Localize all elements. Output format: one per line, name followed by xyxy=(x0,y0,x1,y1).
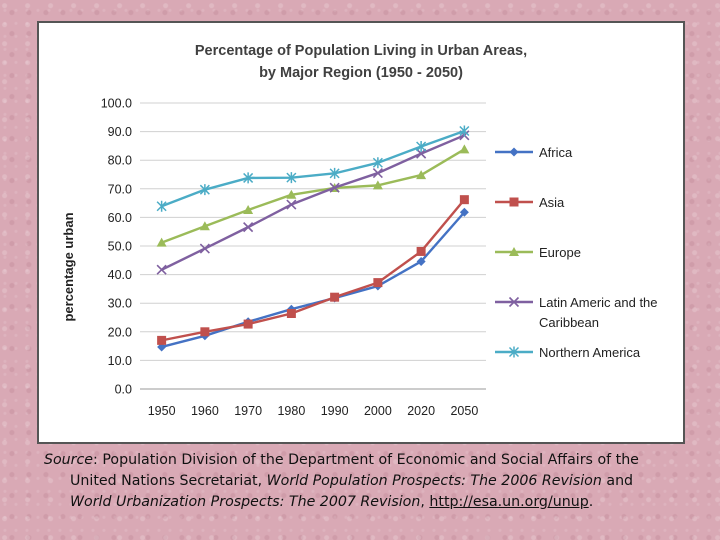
legend-entry-africa: Africa xyxy=(495,145,573,160)
legend-marker-asia xyxy=(509,197,519,207)
data-point-europe-1980 xyxy=(286,189,297,199)
data-point-asia-2000 xyxy=(373,278,383,288)
data-point-africa-2050 xyxy=(459,207,469,217)
y-tick-label-70.0: 70.0 xyxy=(108,182,132,196)
data-point-latin-americ-and-the-caribbean-1960 xyxy=(199,243,210,254)
legend-marker-europe xyxy=(509,247,519,256)
data-point-northern-america-2050 xyxy=(459,125,470,137)
y-axis-label: percentage urban xyxy=(61,212,76,321)
data-point-europe-2020 xyxy=(416,170,427,180)
data-point-northern-america-1970 xyxy=(243,172,254,184)
series-line-africa xyxy=(161,211,466,349)
data-point-asia-1980 xyxy=(286,308,296,318)
data-point-asia-1950 xyxy=(157,335,167,345)
data-point-europe-2000 xyxy=(372,180,383,190)
y-tick-label-10.0: 10.0 xyxy=(108,354,132,368)
source-label: Source xyxy=(44,452,94,468)
caption-line2-text-a: United Nations Secretariat, xyxy=(70,473,267,489)
x-tick-label-2000: 2000 xyxy=(364,404,392,418)
source-link[interactable]: http://esa.un.org/unup xyxy=(429,494,589,510)
data-point-latin-americ-and-the-caribbean-1970 xyxy=(243,222,254,233)
legend-entry-asia: Asia xyxy=(495,195,565,210)
data-point-asia-2050 xyxy=(459,195,469,205)
y-tick-label-0.0: 0.0 xyxy=(115,383,132,397)
data-point-latin-americ-and-the-caribbean-1990 xyxy=(329,182,340,193)
chart-title-line2: by Major Region (1950 - 2050) xyxy=(259,65,463,81)
x-tick-label-2020: 2020 xyxy=(407,404,435,418)
line-chart: Percentage of Population Living in Urban… xyxy=(61,43,658,418)
data-point-asia-1970 xyxy=(243,319,253,329)
legend-marker-latin-americ-and-the-caribbean xyxy=(508,296,520,308)
caption-line1: Source: Population Division of the Depar… xyxy=(44,452,639,468)
x-tick-label-1950: 1950 xyxy=(148,404,176,418)
series-northern-america xyxy=(156,125,470,212)
data-point-europe-1950 xyxy=(156,237,167,247)
data-point-northern-america-1980 xyxy=(286,172,297,184)
caption-line3-title: World Urbanization Prospects: The 2007 R… xyxy=(70,494,421,510)
data-point-northern-america-1950 xyxy=(156,200,167,212)
series-asia xyxy=(157,195,469,345)
caption-line1-text: : Population Division of the Department … xyxy=(93,452,639,468)
y-tick-label-60.0: 60.0 xyxy=(108,211,132,225)
legend-entry-latin-americ-and-the-caribbean: Latin Americ and the Caribbean xyxy=(495,295,658,330)
y-tick-label-80.0: 80.0 xyxy=(108,154,132,168)
x-tick-label-1980: 1980 xyxy=(277,404,305,418)
data-point-asia-1990 xyxy=(330,292,340,302)
data-point-europe-1960 xyxy=(199,221,210,231)
y-tick-label-40.0: 40.0 xyxy=(108,268,132,282)
data-point-northern-america-2000 xyxy=(372,157,383,169)
chart-frame: Percentage of Population Living in Urban… xyxy=(37,21,685,444)
legend-marker-africa xyxy=(509,147,519,157)
y-tick-label-50.0: 50.0 xyxy=(108,240,132,254)
legend-label-europe: Europe xyxy=(539,245,581,260)
data-point-northern-america-1990 xyxy=(329,167,340,179)
caption-line2: United Nations Secretariat, World Popula… xyxy=(44,471,674,492)
data-point-asia-1960 xyxy=(200,327,210,337)
legend-label-asia: Asia xyxy=(539,195,565,210)
data-point-northern-america-2020 xyxy=(416,140,427,152)
data-point-europe-1970 xyxy=(243,204,254,214)
data-point-northern-america-1960 xyxy=(199,184,210,196)
y-tick-label-90.0: 90.0 xyxy=(108,125,132,139)
legend-label-northern-america: Northern America xyxy=(539,345,641,360)
series-line-northern-america xyxy=(161,129,465,208)
data-point-latin-americ-and-the-caribbean-1980 xyxy=(286,199,297,210)
source-caption: Source: Population Division of the Depar… xyxy=(44,450,674,513)
series-line-latin-americ-and-the-caribbean xyxy=(161,134,465,271)
x-tick-label-1970: 1970 xyxy=(234,404,262,418)
x-tick-label-1990: 1990 xyxy=(321,404,349,418)
legend-label-latin-americ-and-the-caribbean-line2: Caribbean xyxy=(539,315,599,330)
y-tick-label-30.0: 30.0 xyxy=(108,297,132,311)
legend-entry-northern-america: Northern America xyxy=(495,345,641,360)
data-point-latin-americ-and-the-caribbean-1950 xyxy=(156,264,167,275)
data-point-latin-americ-and-the-caribbean-2020 xyxy=(416,148,427,159)
legend-entry-europe: Europe xyxy=(495,245,581,260)
caption-line2-title: World Population Prospects: The 2006 Rev… xyxy=(266,473,602,489)
legend-label-africa: Africa xyxy=(539,145,573,160)
legend-marker-northern-america xyxy=(508,346,520,358)
caption-line3: World Urbanization Prospects: The 2007 R… xyxy=(44,492,674,513)
series-line-asia xyxy=(161,198,466,342)
y-tick-label-100.0: 100.0 xyxy=(101,97,132,111)
series-latin-americ-and-the-caribbean xyxy=(156,130,470,275)
data-point-asia-2020 xyxy=(416,246,426,256)
chart-title-line1: Percentage of Population Living in Urban… xyxy=(195,43,527,59)
x-tick-label-1960: 1960 xyxy=(191,404,219,418)
caption-line2-text-b: and xyxy=(601,473,634,489)
legend-label-latin-americ-and-the-caribbean: Latin Americ and the xyxy=(539,295,658,310)
data-point-africa-2020 xyxy=(416,256,426,266)
data-point-latin-americ-and-the-caribbean-2000 xyxy=(372,168,383,179)
x-tick-label-2050: 2050 xyxy=(450,404,478,418)
series-line-europe xyxy=(161,148,465,244)
caption-line3-text: , xyxy=(420,494,430,510)
y-tick-label-20.0: 20.0 xyxy=(108,325,132,339)
series-europe xyxy=(156,144,470,247)
data-point-europe-2050 xyxy=(459,144,470,154)
caption-line3-end: . xyxy=(588,494,594,510)
